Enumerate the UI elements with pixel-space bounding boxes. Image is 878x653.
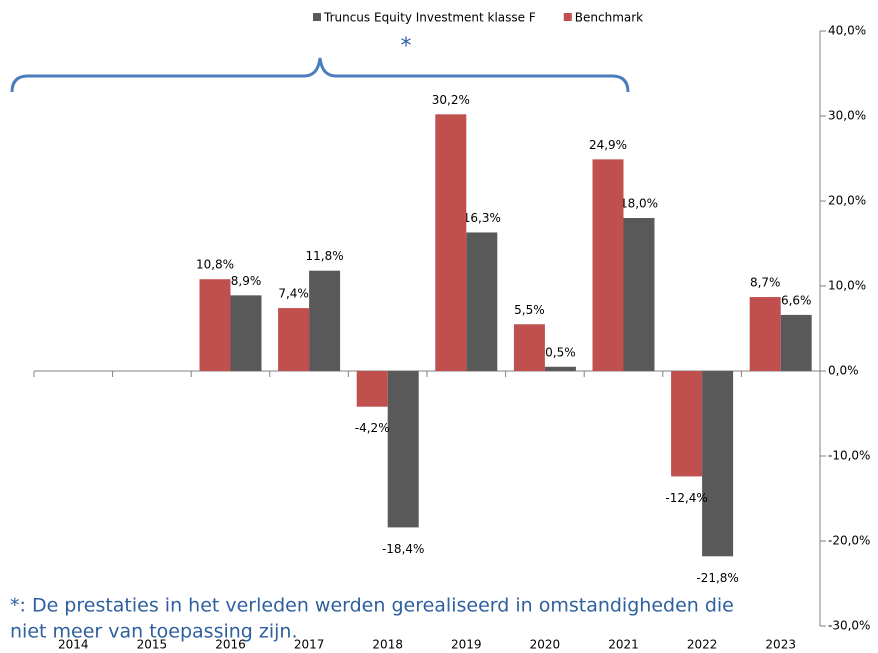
y-tick-label: 30,0% <box>828 109 866 123</box>
bar <box>199 279 231 371</box>
y-tick-label: 20,0% <box>828 194 866 208</box>
data-label: 8,9% <box>231 274 262 288</box>
data-label: -21,8% <box>696 571 738 585</box>
legend-label: Truncus Equity Investment klasse F <box>323 11 536 25</box>
data-label: 30,2% <box>432 93 470 107</box>
data-label: -4,2% <box>355 421 390 435</box>
bar <box>387 371 419 528</box>
y-tick-label: -30,0% <box>828 619 870 633</box>
data-label: 6,6% <box>781 293 812 307</box>
x-tick-label: 2015 <box>137 638 168 652</box>
bar <box>356 371 388 407</box>
x-tick-label: 2022 <box>687 638 718 652</box>
bar <box>671 371 703 477</box>
bar <box>309 270 341 371</box>
bar <box>623 218 655 371</box>
legend-swatch <box>563 13 572 21</box>
bar <box>592 159 624 371</box>
y-tick-label: 40,0% <box>828 24 866 38</box>
x-tick-label: 2017 <box>294 638 325 652</box>
bar <box>780 314 812 371</box>
data-label: -18,4% <box>382 542 424 556</box>
data-label: 0,5% <box>545 345 576 359</box>
data-label: -12,4% <box>665 491 707 505</box>
y-tick-label: -10,0% <box>828 449 870 463</box>
x-tick-label: 2019 <box>451 638 482 652</box>
x-tick-label: 2023 <box>765 638 796 652</box>
x-tick-label: 2018 <box>372 638 403 652</box>
data-label: 11,8% <box>306 249 344 263</box>
legend-label: Benchmark <box>575 11 643 25</box>
y-tick-label: 10,0% <box>828 279 866 293</box>
x-tick-label: 2020 <box>530 638 561 652</box>
bar <box>435 114 467 372</box>
data-label: 18,0% <box>620 197 658 211</box>
x-tick-label: 2016 <box>215 638 246 652</box>
bar <box>513 324 545 371</box>
annotation: * <box>401 34 412 59</box>
footnote: niet meer van toepassing zijn. <box>10 621 298 643</box>
data-label: 7,4% <box>278 287 309 301</box>
data-label: 10,8% <box>196 258 234 272</box>
data-label: 24,9% <box>589 138 627 152</box>
bar <box>466 232 498 371</box>
bar <box>702 371 734 557</box>
y-tick-label: -20,0% <box>828 534 870 548</box>
bar <box>749 297 781 371</box>
bar <box>230 295 262 371</box>
y-tick-label: 0,0% <box>828 364 859 378</box>
legend-swatch <box>313 13 321 21</box>
x-tick-label: 2014 <box>58 638 89 652</box>
bar <box>278 308 310 371</box>
data-label: 5,5% <box>514 303 545 317</box>
data-label: 8,7% <box>750 276 781 290</box>
x-tick-label: 2021 <box>608 638 639 652</box>
data-label: 16,3% <box>463 211 501 225</box>
footnote: *: De prestaties in het verleden werden … <box>10 595 734 617</box>
bar <box>544 366 576 371</box>
bracket <box>10 57 630 93</box>
